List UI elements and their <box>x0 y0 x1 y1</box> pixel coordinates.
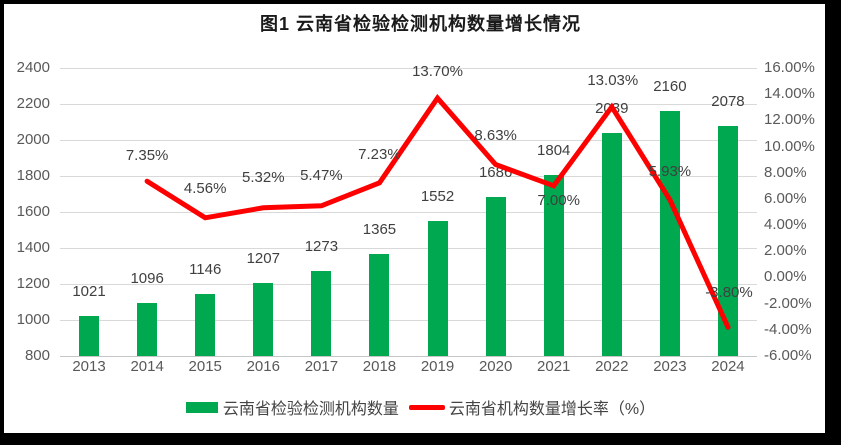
y-axis-tick-label: 1600 <box>16 203 50 220</box>
rate-label: 13.03% <box>587 71 639 89</box>
bar-value-label: 1552 <box>420 187 455 205</box>
x-axis-tick-label: 2022 <box>595 358 629 375</box>
bar-value-label: 1146 <box>189 260 222 278</box>
legend-bar-swatch-icon <box>185 401 218 413</box>
y-axis-tick-label: 2000 <box>16 131 50 148</box>
rate-label: 5.93% <box>648 162 692 180</box>
y-axis-tick-label: 2400 <box>16 59 50 76</box>
rate-label: 5.32% <box>242 168 285 186</box>
x-axis-tick-label: 2023 <box>653 358 687 375</box>
legend: 云南省检验检测机构数量 云南省机构数量增长率（%） <box>0 395 841 419</box>
bar-value-label: 1021 <box>72 283 106 301</box>
chart-title: 图1 云南省检验检测机构数量增长情况 <box>259 14 581 34</box>
rate-label: 8.63% <box>474 127 517 145</box>
bar-value-label: 1273 <box>304 237 339 255</box>
y2-axis-tick-label: -4.00% <box>764 320 812 338</box>
bar <box>253 282 274 356</box>
grid-line <box>60 68 757 69</box>
grid-line <box>60 212 757 213</box>
bar <box>601 132 622 356</box>
grid-line <box>60 320 757 321</box>
bar-value-label: 2039 <box>595 99 629 117</box>
legend-bar-label: 云南省检验检测机构数量 <box>222 401 399 418</box>
y2-axis-tick-label: 12.00% <box>764 111 815 129</box>
bar <box>427 220 448 356</box>
y2-axis-tick-label: 14.00% <box>764 85 815 103</box>
y2-axis-tick-label: 4.00% <box>764 216 807 234</box>
bar-value-label: 1365 <box>362 221 397 239</box>
rate-label: 5.47% <box>300 166 343 184</box>
y2-axis-tick-label: 10.00% <box>764 137 815 155</box>
y-axis-tick-label: 1000 <box>16 311 50 328</box>
rate-label: 13.70% <box>412 63 463 81</box>
grid-line <box>60 104 757 105</box>
y2-axis-tick-label: 16.00% <box>764 59 815 76</box>
bar <box>485 196 506 356</box>
x-axis-tick-label: 2024 <box>711 358 745 375</box>
y2-axis-tick-label: -6.00% <box>764 347 812 364</box>
x-axis-tick-label: 2016 <box>246 358 280 375</box>
bar-value-label: 1804 <box>537 142 571 160</box>
bar-value-label: 2078 <box>711 92 745 110</box>
bar <box>195 293 216 356</box>
rate-label: 4.56% <box>183 179 227 197</box>
bar <box>311 270 332 356</box>
bar <box>369 254 390 356</box>
bar <box>137 302 158 356</box>
bar-value-label: 1207 <box>246 249 280 267</box>
rate-label: 7.23% <box>358 145 401 163</box>
bar <box>717 125 738 356</box>
y-axis-tick-label: 2200 <box>16 95 50 112</box>
bar-value-label: 1686 <box>478 163 513 181</box>
bar-value-label: 2160 <box>653 78 687 96</box>
rate-label: 7.35% <box>125 147 169 165</box>
bar-value-label: 1096 <box>130 269 164 287</box>
y2-axis-tick-label: 6.00% <box>764 189 807 207</box>
y-axis-tick-label: 1200 <box>16 275 50 292</box>
y2-axis-tick-label: 2.00% <box>764 242 807 260</box>
y2-axis-tick-label: 8.00% <box>764 163 807 181</box>
grid-line <box>60 356 757 357</box>
y-axis-tick-label: 1400 <box>16 239 50 256</box>
bar <box>659 111 680 356</box>
x-axis-tick-label: 2013 <box>72 358 106 375</box>
x-axis-tick-label: 2014 <box>130 358 164 375</box>
legend-line-label: 云南省机构数量增长率（%） <box>448 401 656 418</box>
y-axis-tick-label: 1800 <box>16 167 50 184</box>
rate-label: -3.80% <box>705 284 753 302</box>
x-axis-tick-label: 2020 <box>478 358 513 375</box>
grid-line <box>60 248 757 249</box>
y2-axis-tick-label: 0.00% <box>764 268 807 286</box>
y-axis-tick-label: 800 <box>24 347 50 364</box>
rate-label: 7.00% <box>537 191 580 209</box>
bar <box>79 316 100 356</box>
x-axis-tick-label: 2019 <box>420 358 455 375</box>
x-axis-tick-label: 2021 <box>537 358 571 375</box>
legend-line-swatch-icon <box>408 404 445 410</box>
x-axis-tick-label: 2017 <box>304 358 339 375</box>
x-axis-tick-label: 2018 <box>362 358 397 375</box>
grid-line <box>60 140 757 141</box>
x-axis-tick-label: 2015 <box>188 358 222 375</box>
y2-axis-tick-label: -2.00% <box>764 294 812 312</box>
